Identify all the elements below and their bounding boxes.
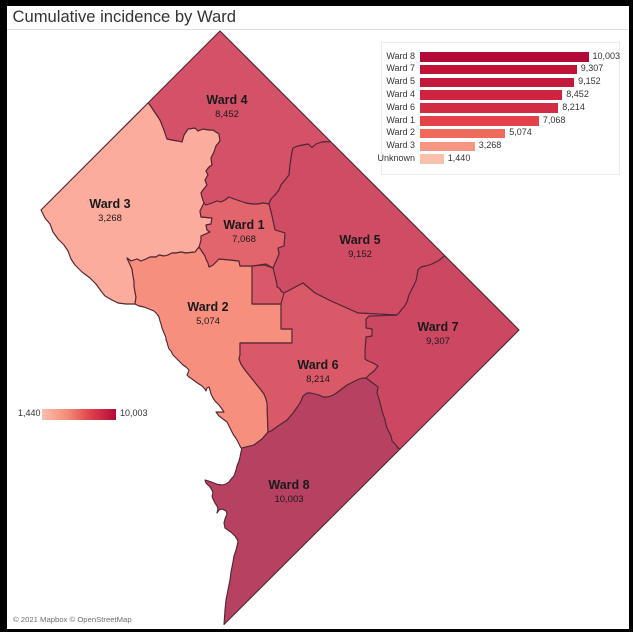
svg-text:9,152: 9,152 [348,249,372,260]
svg-text:Ward 8: Ward 8 [268,478,309,492]
svg-text:3,268: 3,268 [98,213,122,224]
svg-text:10,003: 10,003 [274,494,303,505]
svg-text:9,307: 9,307 [426,336,450,347]
svg-text:8,214: 8,214 [306,374,330,385]
svg-text:8,452: 8,452 [215,109,239,120]
svg-text:Ward 6: Ward 6 [297,358,338,372]
svg-text:Ward 3: Ward 3 [89,197,130,211]
svg-text:Ward 5: Ward 5 [339,233,380,247]
svg-text:Ward 2: Ward 2 [187,300,228,314]
svg-text:Ward 4: Ward 4 [206,93,247,107]
svg-text:7,068: 7,068 [232,234,256,245]
svg-text:5,074: 5,074 [196,316,220,327]
svg-text:Ward 7: Ward 7 [417,320,458,334]
svg-text:Ward 1: Ward 1 [223,218,264,232]
